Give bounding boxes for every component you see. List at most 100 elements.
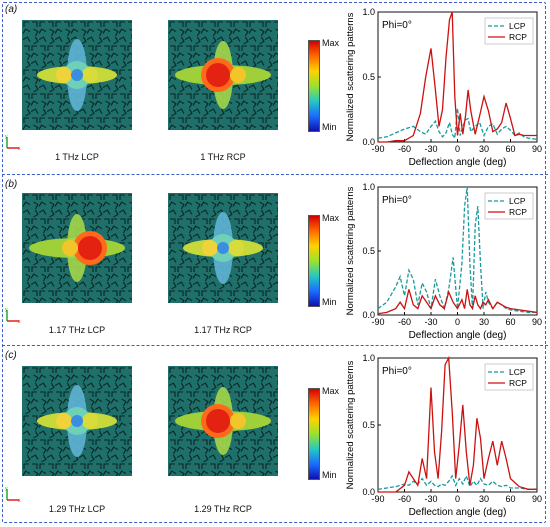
x-axis-label: Deflection angle (deg) [409, 507, 507, 518]
series-line-rcp [378, 355, 537, 493]
series-line-lcp [377, 474, 537, 490]
colorbar-min-label: Min [322, 297, 337, 307]
x-tick-label: 30 [479, 144, 489, 154]
y-tick-label: 1.0 [362, 354, 375, 363]
svg-text:y: y [5, 134, 8, 140]
y-tick-label: 0.0 [362, 137, 375, 147]
x-tick-label: 60 [505, 494, 515, 504]
legend-label: RCP [509, 378, 527, 388]
lcp-caption: 1.17 THz LCP [48, 325, 106, 335]
scattering-pattern-blob [175, 41, 271, 109]
y-axis-label: Normalized scattering patterns [345, 360, 356, 489]
x-tick-label: -30 [424, 144, 437, 154]
colorbar [308, 388, 320, 480]
scattering-pattern-blob [175, 387, 271, 455]
x-tick-label: -60 [398, 144, 411, 154]
y-axis-label: Normalized scattering patterns [345, 12, 356, 141]
svg-text:x: x [18, 146, 21, 150]
phi-annotation: Phi=0° [382, 366, 412, 377]
x-tick-label: -90 [371, 494, 384, 504]
colorbar-min-label: Min [322, 470, 337, 480]
scattering-pattern-blob [183, 212, 263, 284]
legend-label: RCP [509, 32, 527, 42]
y-tick-label: 0.5 [362, 72, 375, 82]
y-tick-label: 1.0 [362, 8, 375, 17]
x-tick-label: -60 [398, 494, 411, 504]
panel-label: (a) [5, 4, 18, 15]
x-tick-label: 90 [532, 317, 542, 327]
x-axis-label: Deflection angle (deg) [409, 330, 507, 341]
legend [484, 192, 534, 220]
series-line-lcp [377, 186, 537, 314]
legend-label: RCP [509, 207, 527, 217]
x-tick-label: 30 [479, 317, 489, 327]
y-tick-label: 0.0 [362, 310, 375, 320]
scattering-pattern-blob [37, 385, 117, 457]
x-tick-label: -90 [371, 144, 384, 154]
x-tick-label: 0 [455, 317, 460, 327]
x-tick-label: 90 [532, 494, 542, 504]
svg-text:x: x [18, 319, 21, 323]
rcp-pattern-image [168, 20, 278, 130]
x-tick-label: -60 [398, 317, 411, 327]
panel-label: (c) [5, 350, 17, 361]
svg-text:y: y [5, 307, 8, 313]
y-tick-label: 0.5 [362, 420, 375, 430]
y-tick-label: 1.0 [362, 183, 375, 192]
x-tick-label: 90 [532, 144, 542, 154]
x-tick-label: 0 [455, 494, 460, 504]
colorbar-max-label: Max [322, 213, 340, 223]
rcp-caption: 1.29 THz RCP [194, 504, 252, 514]
panel-separator [2, 174, 548, 175]
y-tick-label: 0.0 [362, 487, 375, 497]
panel-label: (b) [5, 179, 18, 190]
phi-annotation: Phi=0° [382, 20, 412, 31]
scattering-pattern-blob [37, 39, 117, 111]
x-tick-label: 30 [479, 494, 489, 504]
phi-annotation: Phi=0° [382, 195, 412, 206]
x-axis-label: Deflection angle (deg) [409, 157, 507, 168]
rcp-caption: 1.17 THz RCP [194, 325, 252, 335]
x-tick-label: 60 [505, 317, 515, 327]
colorbar-max-label: Max [322, 38, 340, 48]
series-line-rcp [377, 289, 538, 315]
scattering-chart-a: -90 -60 -30 0 30 60 90 0.0 0.5 1.0 Deflection angl… [345, 8, 542, 168]
lcp-caption: 1 THz LCP [55, 152, 99, 162]
svg-text:y: y [5, 486, 8, 492]
scattering-chart-c: -90 -60 -30 0 30 60 90 0.0 0.5 1.0 Deflection angl… [345, 354, 542, 518]
figure-frame [2, 2, 546, 523]
legend [484, 17, 534, 45]
x-tick-label: 60 [505, 144, 515, 154]
legend-label: LCP [509, 196, 526, 206]
legend-label: LCP [509, 21, 526, 31]
panel-separator [2, 345, 548, 346]
x-tick-label: -30 [424, 317, 437, 327]
rcp-caption: 1 THz RCP [200, 152, 246, 162]
scattering-chart-b: -90 -60 -30 0 30 60 90 0.0 0.5 1.0 Deflection angl… [345, 183, 542, 341]
y-axis-label: Normalized scattering patterns [345, 186, 356, 315]
colorbar-min-label: Min [322, 122, 337, 132]
series-line-rcp [378, 11, 537, 143]
lcp-pattern-image [22, 193, 132, 303]
x-tick-label: -90 [371, 317, 384, 327]
colorbar-max-label: Max [322, 386, 340, 396]
colorbar [308, 215, 320, 307]
lcp-pattern-image [22, 366, 132, 476]
legend-label: LCP [509, 367, 526, 377]
series-line-lcp [377, 108, 538, 141]
legend [484, 363, 534, 391]
svg-text:x: x [18, 498, 21, 502]
x-tick-label: 0 [455, 144, 460, 154]
rcp-pattern-image [168, 366, 278, 476]
x-tick-label: -30 [424, 494, 437, 504]
lcp-pattern-image [22, 20, 132, 130]
y-tick-label: 0.5 [362, 246, 375, 256]
scattering-pattern-blob [29, 214, 125, 282]
rcp-pattern-image [168, 193, 278, 303]
